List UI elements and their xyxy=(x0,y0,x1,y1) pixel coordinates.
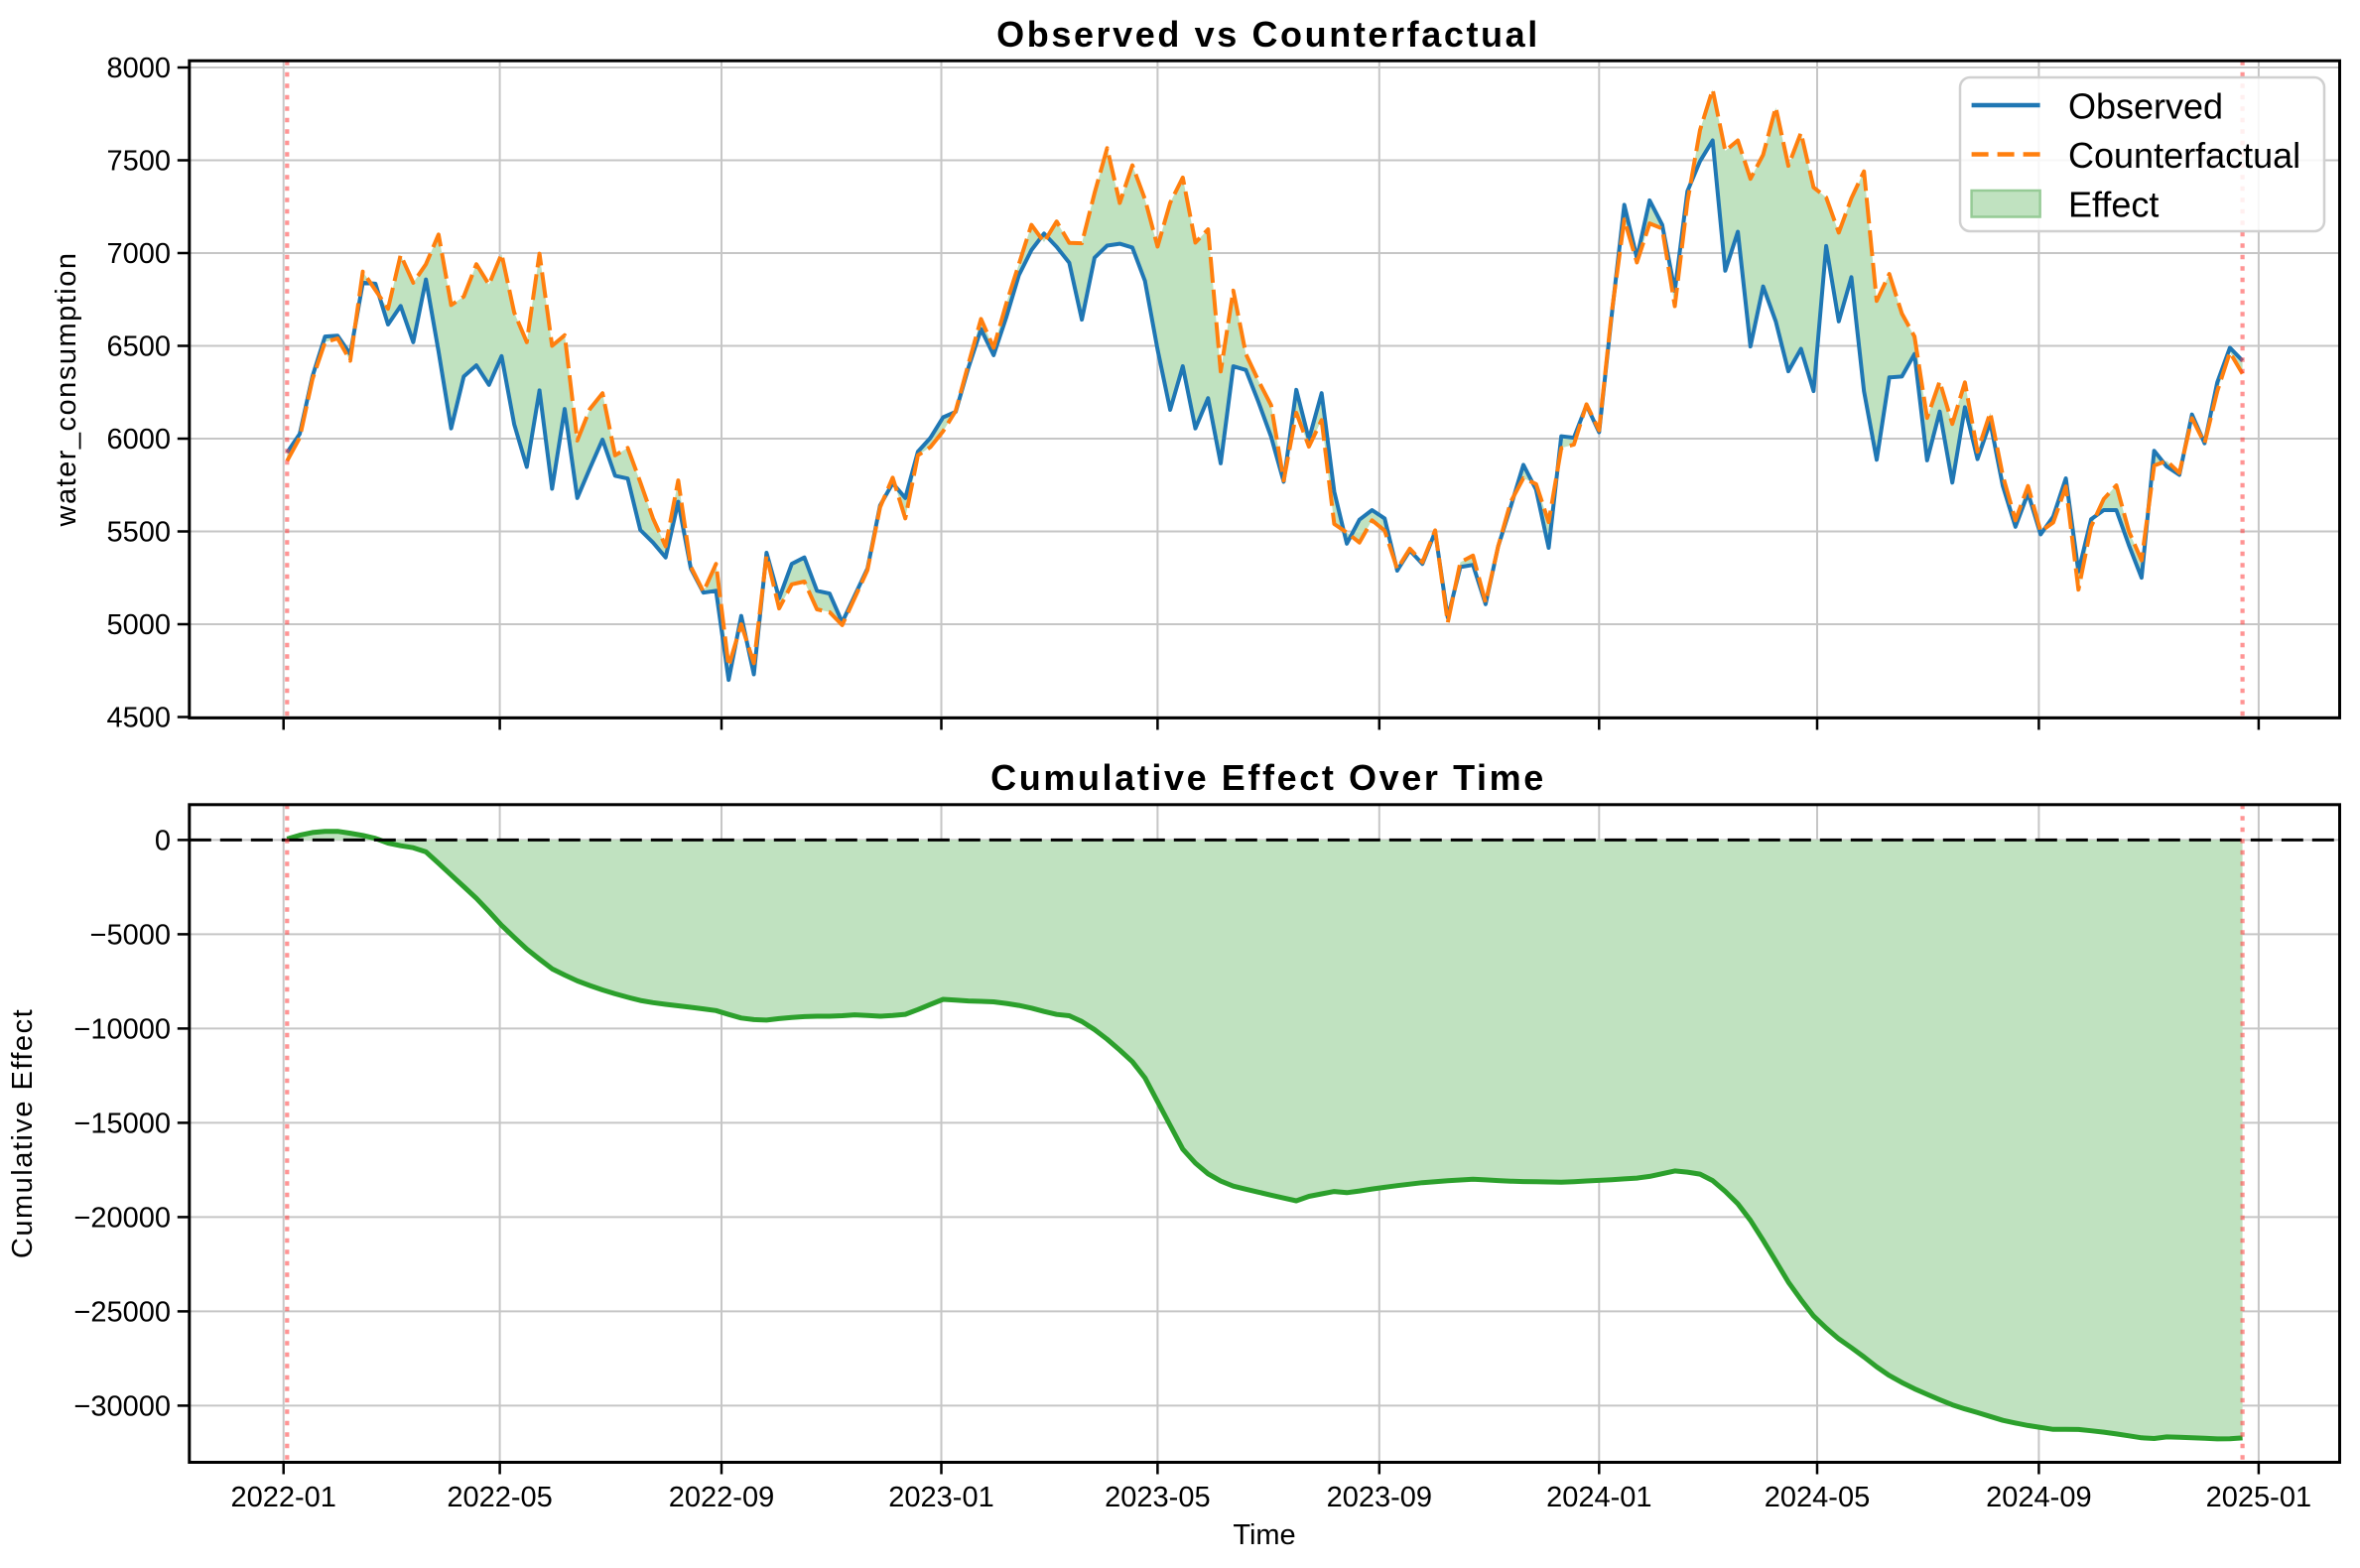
svg-text:2022-05: 2022-05 xyxy=(447,1482,552,1513)
svg-text:2023-09: 2023-09 xyxy=(1327,1482,1432,1513)
svg-text:water_consumption: water_consumption xyxy=(51,252,82,528)
svg-text:−10000: −10000 xyxy=(73,1014,171,1046)
svg-text:2023-05: 2023-05 xyxy=(1105,1482,1210,1513)
svg-text:−15000: −15000 xyxy=(73,1109,171,1140)
svg-text:7500: 7500 xyxy=(106,146,171,178)
svg-text:Observed vs Counterfactual: Observed vs Counterfactual xyxy=(996,14,1540,55)
svg-text:6000: 6000 xyxy=(106,424,171,456)
svg-text:5500: 5500 xyxy=(106,517,171,549)
svg-text:4500: 4500 xyxy=(106,703,171,734)
svg-text:2024-01: 2024-01 xyxy=(1546,1482,1651,1513)
svg-text:Counterfactual: Counterfactual xyxy=(2068,135,2300,176)
svg-text:6500: 6500 xyxy=(106,331,171,363)
svg-text:Cumulative Effect Over Time: Cumulative Effect Over Time xyxy=(990,757,1546,798)
svg-text:Observed: Observed xyxy=(2068,86,2223,127)
svg-text:2024-05: 2024-05 xyxy=(1765,1482,1870,1513)
svg-text:2025-01: 2025-01 xyxy=(2206,1482,2311,1513)
svg-text:7000: 7000 xyxy=(106,238,171,270)
svg-text:−5000: −5000 xyxy=(90,920,171,952)
svg-text:2024-09: 2024-09 xyxy=(1986,1482,2091,1513)
svg-text:−20000: −20000 xyxy=(73,1203,171,1235)
svg-text:Cumulative Effect: Cumulative Effect xyxy=(7,1008,39,1258)
svg-text:−30000: −30000 xyxy=(73,1391,171,1423)
svg-text:2022-09: 2022-09 xyxy=(669,1482,774,1513)
svg-text:2023-01: 2023-01 xyxy=(888,1482,993,1513)
svg-text:−25000: −25000 xyxy=(73,1297,171,1329)
svg-text:2022-01: 2022-01 xyxy=(230,1482,335,1513)
svg-text:8000: 8000 xyxy=(106,53,171,84)
svg-text:Time: Time xyxy=(1233,1519,1295,1551)
svg-text:5000: 5000 xyxy=(106,609,171,641)
svg-text:0: 0 xyxy=(155,826,171,857)
svg-text:Effect: Effect xyxy=(2068,185,2159,225)
